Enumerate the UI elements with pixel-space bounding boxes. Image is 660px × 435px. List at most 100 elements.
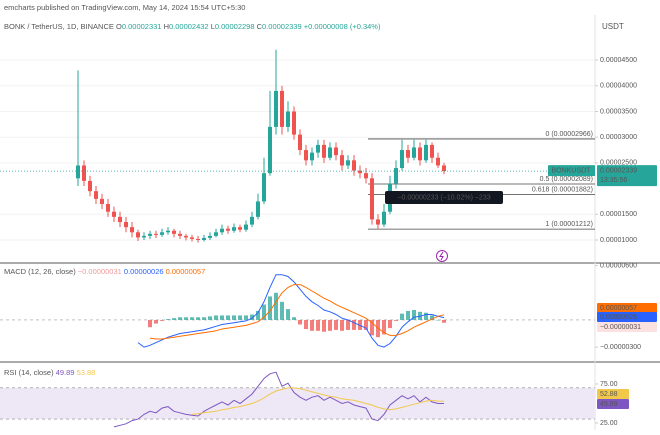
candle-body <box>412 147 416 158</box>
candle-body <box>238 227 242 230</box>
histogram-bar <box>244 315 248 320</box>
publisher-line: emcharts published on TradingView.com, M… <box>4 3 245 12</box>
y-tick-label: 0.00004000 <box>600 83 637 90</box>
candle-body <box>346 160 350 166</box>
candle-body <box>418 147 422 161</box>
histogram-bar <box>304 319 308 330</box>
candle-body <box>190 237 194 239</box>
candle-body <box>112 211 116 217</box>
price-tag-box <box>597 165 657 187</box>
ohlc-key: H <box>164 22 169 31</box>
histogram-bar <box>214 315 218 320</box>
candle-body <box>352 160 356 171</box>
candle-body <box>160 232 164 235</box>
candle-body <box>208 235 212 238</box>
candle-body <box>202 237 206 240</box>
fib-label: 0 (0.00002966) <box>546 131 593 138</box>
candle-body <box>310 152 314 161</box>
fib-label: 0.5 (0.00002089) <box>540 176 593 183</box>
y-tick-label: 0.00000600 <box>600 262 637 269</box>
indicator-title: RSI (14, close) <box>4 368 54 377</box>
candle-body <box>76 165 80 179</box>
candle-body <box>382 211 386 225</box>
candle-body <box>394 168 398 184</box>
histogram-bar <box>256 310 260 320</box>
histogram-bar <box>154 319 158 324</box>
y-tick-label: 0.00001500 <box>600 211 637 218</box>
symbol-tag-box <box>548 165 595 177</box>
histogram-bar <box>442 319 446 323</box>
candle-body <box>124 222 128 228</box>
histogram-bar <box>436 319 440 321</box>
indicator-header: MACD (12, 26, close) −0.00000031 0.00000… <box>4 267 205 276</box>
histogram-last: −0.00000031 <box>78 267 122 276</box>
candle-body <box>376 219 380 225</box>
candle-body <box>364 173 368 179</box>
ohlc-value: 0.00002331 <box>122 22 162 31</box>
histogram-bar <box>160 319 164 321</box>
series-last: 0.00000026 <box>124 267 164 276</box>
histogram-bar <box>250 314 254 320</box>
histogram-bar <box>184 317 188 320</box>
histogram-bar <box>148 319 152 328</box>
histogram-bar <box>406 310 410 320</box>
price-tag: 0.00002339 <box>600 167 637 174</box>
histogram-bar <box>364 319 368 330</box>
candle-body <box>430 144 434 158</box>
candle-body <box>166 230 170 233</box>
histogram-bar <box>226 315 230 320</box>
candle-body <box>262 173 266 202</box>
candle-body <box>256 201 260 217</box>
candle-body <box>88 180 92 192</box>
value-tag: 49.89 <box>600 401 618 408</box>
ohlc-key: L <box>211 22 215 31</box>
candle-body <box>220 228 224 233</box>
ohlc-value: 0.00002432 <box>169 22 209 31</box>
indicator-title: MACD (12, 26, close) <box>4 267 76 276</box>
candle-body <box>292 111 296 135</box>
change: +0.00000008 (+0.34%) <box>304 22 381 31</box>
histogram-bar <box>298 319 302 325</box>
histogram-bar <box>286 309 290 320</box>
histogram-bar <box>292 317 296 320</box>
candle-body <box>442 165 446 172</box>
y-tick-label: 0.00003500 <box>600 108 637 115</box>
candle-body <box>370 178 374 220</box>
series-last: 0.00000057 <box>166 267 206 276</box>
symbol-header: BONK / TetherUS, 1D, BINANCE O0.00002331… <box>4 22 381 31</box>
indicator-line <box>137 274 445 348</box>
y-tick-label: 0.00002500 <box>600 160 637 167</box>
histogram-bar <box>370 319 374 336</box>
candle-body <box>148 233 152 236</box>
candle-body <box>232 227 236 231</box>
histogram-bar <box>394 319 398 321</box>
candle-body <box>142 235 146 238</box>
histogram-bar <box>172 318 176 320</box>
value-tag-box <box>597 399 629 409</box>
histogram-bar <box>316 319 320 331</box>
value-tag: 0.00000026 <box>600 314 637 321</box>
ohlc-key: O <box>116 22 122 31</box>
candle-body <box>298 134 302 151</box>
histogram-bar <box>196 317 200 320</box>
ohlc-value: 0.00002339 <box>262 22 302 31</box>
value-tag-box <box>597 389 629 399</box>
candle-body <box>400 150 404 169</box>
candle-body <box>424 144 428 161</box>
y-tick-label: 25.00 <box>600 420 618 427</box>
histogram-bar <box>400 313 404 320</box>
indicator-header: RSI (14, close) 49.89 53.88 <box>4 368 95 377</box>
value-tag: 0.00000057 <box>600 305 637 312</box>
histogram-bar <box>178 317 182 320</box>
candle-body <box>316 144 320 153</box>
histogram-bar <box>310 319 314 331</box>
candle-body <box>100 198 104 205</box>
candle-body <box>250 216 254 225</box>
candle-body <box>154 233 158 235</box>
currency: USDT <box>602 22 624 31</box>
histogram-bar <box>280 301 284 320</box>
candle-body <box>358 170 362 174</box>
value-tag: −0.00000031 <box>600 324 641 331</box>
